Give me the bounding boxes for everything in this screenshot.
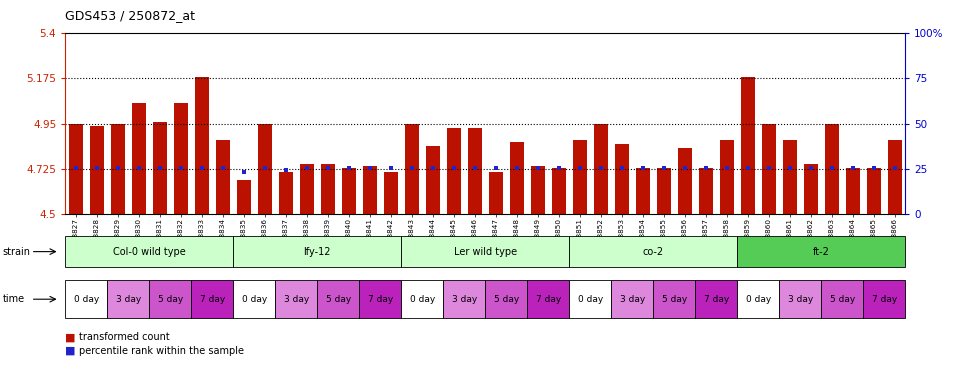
Text: 3 day: 3 day	[115, 295, 141, 304]
Bar	[780, 280, 822, 318]
Text: transformed count: transformed count	[79, 332, 170, 342]
Bar	[342, 168, 355, 214]
Bar	[888, 140, 901, 214]
Bar	[612, 280, 654, 318]
Bar	[468, 128, 482, 214]
Bar	[237, 180, 251, 214]
Bar	[195, 77, 208, 214]
Bar	[401, 236, 569, 267]
Text: lfy-12: lfy-12	[303, 247, 331, 257]
Bar	[65, 280, 108, 318]
Bar	[822, 280, 863, 318]
Bar	[863, 280, 905, 318]
Bar	[69, 124, 83, 214]
Bar	[594, 124, 608, 214]
Text: ft-2: ft-2	[813, 247, 829, 257]
Text: 0 day: 0 day	[242, 295, 267, 304]
Text: 5 day: 5 day	[325, 295, 351, 304]
Bar	[65, 236, 233, 267]
Bar	[825, 124, 839, 214]
Bar	[654, 280, 695, 318]
Bar	[90, 126, 104, 214]
Bar	[569, 280, 612, 318]
Bar	[384, 172, 397, 214]
Text: 5 day: 5 day	[493, 295, 519, 304]
Bar	[531, 166, 544, 214]
Text: 0 day: 0 day	[74, 295, 99, 304]
Bar	[846, 168, 859, 214]
Text: 7 day: 7 day	[872, 295, 897, 304]
Bar	[527, 280, 569, 318]
Bar	[132, 104, 146, 214]
Text: strain: strain	[3, 247, 31, 257]
Bar	[279, 172, 293, 214]
Bar	[510, 142, 523, 214]
Text: 3 day: 3 day	[787, 295, 813, 304]
Bar	[447, 128, 461, 214]
Bar	[573, 140, 587, 214]
Text: 7 day: 7 day	[200, 295, 225, 304]
Text: 0 day: 0 day	[746, 295, 771, 304]
Text: 5 day: 5 day	[829, 295, 855, 304]
Text: 3 day: 3 day	[451, 295, 477, 304]
Bar	[695, 280, 737, 318]
Bar	[153, 122, 167, 214]
Bar	[363, 166, 376, 214]
Bar	[615, 144, 629, 214]
Bar	[444, 280, 486, 318]
Bar	[741, 77, 755, 214]
Bar	[233, 236, 401, 267]
Text: ■: ■	[65, 332, 76, 342]
Bar	[321, 164, 335, 214]
Bar	[762, 124, 776, 214]
Text: 3 day: 3 day	[283, 295, 309, 304]
Bar	[233, 280, 276, 318]
Bar	[405, 124, 419, 214]
Text: Col-0 wild type: Col-0 wild type	[113, 247, 185, 257]
Text: ■: ■	[65, 346, 76, 356]
Text: 5 day: 5 day	[661, 295, 687, 304]
Bar	[174, 104, 187, 214]
Bar	[318, 280, 359, 318]
Bar	[111, 124, 125, 214]
Bar	[720, 140, 733, 214]
Bar	[737, 236, 905, 267]
Bar	[737, 280, 780, 318]
Text: 5 day: 5 day	[157, 295, 183, 304]
Text: 7 day: 7 day	[536, 295, 561, 304]
Bar	[150, 280, 191, 318]
Bar	[216, 140, 229, 214]
Bar	[300, 164, 314, 214]
Text: time: time	[3, 294, 25, 304]
Text: Ler wild type: Ler wild type	[454, 247, 516, 257]
Bar	[678, 148, 691, 214]
Bar	[569, 236, 737, 267]
Bar	[426, 146, 440, 214]
Bar	[489, 172, 503, 214]
Text: 0 day: 0 day	[578, 295, 603, 304]
Bar	[657, 168, 671, 214]
Bar	[552, 168, 565, 214]
Bar	[359, 280, 401, 318]
Text: 7 day: 7 day	[368, 295, 393, 304]
Bar	[276, 280, 317, 318]
Text: 3 day: 3 day	[619, 295, 645, 304]
Bar	[867, 168, 880, 214]
Text: co-2: co-2	[642, 247, 664, 257]
Bar	[486, 280, 527, 318]
Bar	[258, 124, 272, 214]
Bar	[699, 168, 712, 214]
Text: 0 day: 0 day	[410, 295, 435, 304]
Bar	[401, 280, 444, 318]
Bar	[108, 280, 150, 318]
Bar	[636, 168, 650, 214]
Text: percentile rank within the sample: percentile rank within the sample	[79, 346, 244, 356]
Text: GDS453 / 250872_at: GDS453 / 250872_at	[65, 9, 195, 22]
Bar	[804, 164, 818, 214]
Bar	[191, 280, 233, 318]
Text: 7 day: 7 day	[704, 295, 729, 304]
Bar	[783, 140, 797, 214]
